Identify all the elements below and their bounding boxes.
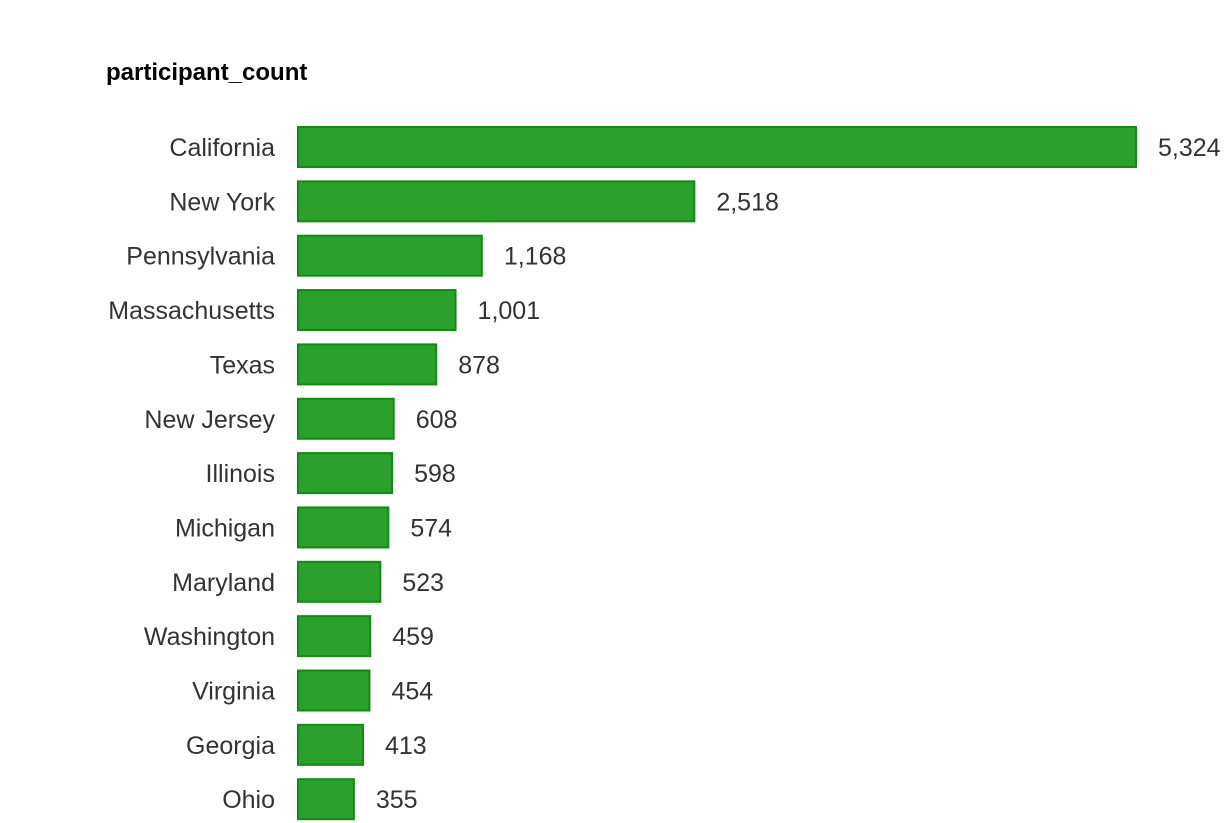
bar-pennsylvania — [297, 234, 483, 277]
category-label-washington: Washington — [144, 623, 275, 651]
value-label-texas: 878 — [458, 351, 500, 379]
category-label-pennsylvania: Pennsylvania — [126, 243, 275, 271]
category-label-virginia: Virginia — [192, 678, 275, 706]
category-label-michigan: Michigan — [175, 514, 275, 542]
bar-illinois — [297, 452, 394, 495]
value-label-michigan: 574 — [410, 514, 452, 542]
category-label-new-jersey: New Jersey — [144, 406, 275, 434]
bar-california — [297, 126, 1137, 168]
bars-layer — [297, 126, 1137, 821]
value-label-maryland: 523 — [402, 569, 444, 597]
value-label-pennsylvania: 1,168 — [504, 243, 567, 271]
bar-maryland — [297, 560, 382, 603]
bar-washington — [297, 615, 372, 658]
bar-ohio — [297, 778, 355, 821]
value-label-georgia: 413 — [385, 732, 427, 760]
category-label-ohio: Ohio — [222, 786, 275, 814]
chart-title: participant_count — [106, 59, 307, 86]
bar-new-york — [297, 180, 696, 223]
bar-virginia — [297, 669, 371, 712]
value-label-california: 5,324 — [1158, 134, 1221, 162]
value-label-massachusetts: 1,001 — [478, 297, 541, 325]
category-label-illinois: Illinois — [206, 460, 275, 488]
bar-new-jersey — [297, 397, 395, 440]
bar-michigan — [297, 506, 390, 549]
bar-massachusetts — [297, 289, 457, 332]
category-label-maryland: Maryland — [172, 569, 275, 597]
category-labels: California New York Pennsylvania Massachuse… — [108, 134, 275, 814]
value-label-illinois: 598 — [414, 460, 456, 488]
value-label-new-jersey: 608 — [416, 406, 458, 434]
bar-georgia — [297, 723, 365, 766]
value-label-ohio: 355 — [376, 786, 418, 814]
value-label-new-york: 2,518 — [716, 188, 779, 216]
category-label-california: California — [169, 134, 275, 162]
category-label-new-york: New York — [169, 188, 275, 216]
bar-texas — [297, 343, 438, 386]
value-label-washington: 459 — [392, 623, 434, 651]
category-label-georgia: Georgia — [186, 732, 275, 760]
category-label-texas: Texas — [210, 351, 275, 379]
value-label-virginia: 454 — [391, 678, 433, 706]
category-label-massachusetts: Massachusetts — [108, 297, 275, 325]
